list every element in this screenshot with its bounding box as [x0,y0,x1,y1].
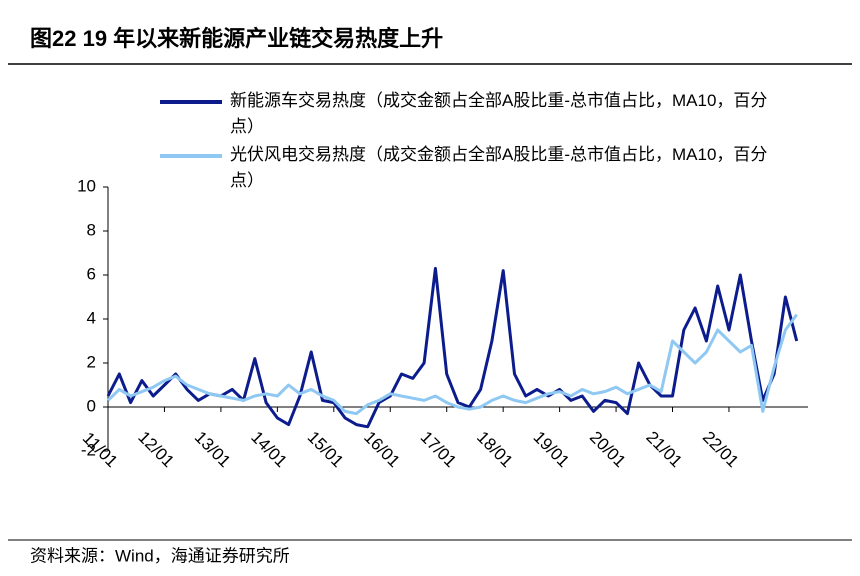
legend-swatch [160,154,222,158]
x-tick-label: 13/01 [191,427,235,471]
y-tick-label: 4 [87,308,96,327]
x-tick-label: 20/01 [586,427,630,471]
legend-entry: 光伏风电交易热度（成交金额占全部A股比重-总市值占比，MA10，百分点） [160,142,790,194]
x-tick-label: 12/01 [134,427,178,471]
y-tick-label: 0 [87,396,96,415]
x-tick-label: 18/01 [473,427,517,471]
y-tick-label: 2 [87,352,96,371]
y-tick-label: 10 [77,176,96,195]
x-tick-label: 17/01 [417,427,461,471]
series-line [106,313,798,416]
y-tick-label: -2 [81,440,96,459]
legend-label: 新能源车交易热度（成交金额占全部A股比重-总市值占比，MA10，百分点） [230,91,768,136]
x-tick-label: 22/01 [699,427,743,471]
y-tick-label: 8 [87,220,96,239]
x-tick-label: 14/01 [247,427,291,471]
legend-swatch [160,100,222,104]
x-tick-label: 19/01 [530,427,574,471]
legend-entry: 新能源车交易热度（成交金额占全部A股比重-总市值占比，MA10，百分点） [160,88,790,140]
legend: 新能源车交易热度（成交金额占全部A股比重-总市值占比，MA10，百分点） 光伏风电… [160,88,800,196]
series-line [106,266,799,429]
x-tick-label: 15/01 [304,427,348,471]
x-tick-label: 21/01 [642,427,686,471]
x-tick-label: 16/01 [360,427,404,471]
legend-label: 光伏风电交易热度（成交金额占全部A股比重-总市值占比，MA10，百分点） [230,145,768,190]
source: 资料来源：Wind，海通证券研究所 [30,546,290,565]
chart-title: 图22 19 年以来新能源产业链交易热度上升 [30,26,443,51]
y-tick-label: 6 [87,264,96,283]
